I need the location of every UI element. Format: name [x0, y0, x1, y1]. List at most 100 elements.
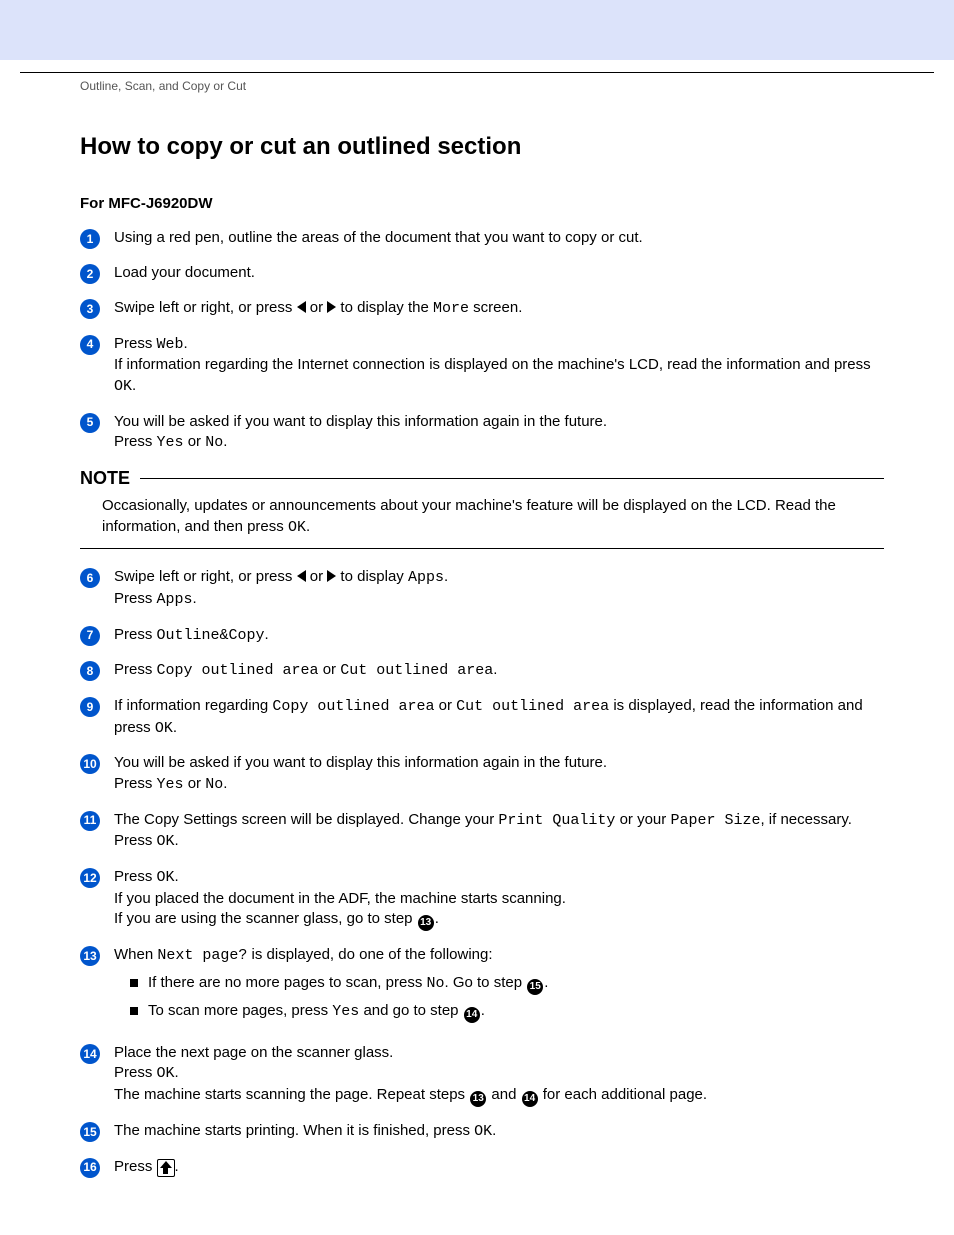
- text-run: Press: [114, 590, 157, 607]
- note-body: Occasionally, updates or announcements a…: [80, 495, 884, 549]
- text-run: Press: [114, 775, 157, 792]
- text-run: or: [184, 775, 206, 792]
- text-run: . Go to step: [445, 974, 527, 991]
- mono-text: Copy outlined area: [272, 698, 434, 715]
- step-badge: 11: [80, 811, 100, 831]
- note-text-post: .: [306, 518, 310, 535]
- triangle-left-icon: [297, 301, 306, 313]
- mono-text: Outline&Copy: [157, 627, 265, 644]
- mono-text: OK: [157, 869, 175, 886]
- text-run: or: [319, 661, 341, 678]
- text-run: .: [175, 1158, 179, 1175]
- note-block: NOTE Occasionally, updates or announceme…: [80, 468, 884, 549]
- note-rule: [140, 478, 884, 479]
- step: 14 Place the next page on the scanner gla…: [80, 1043, 884, 1107]
- step-body: Using a red pen, outline the areas of th…: [114, 228, 884, 249]
- text-run: for each additional page.: [539, 1086, 707, 1103]
- step: 9If information regarding Copy outlined …: [80, 696, 884, 739]
- step-badge: 1: [80, 229, 100, 249]
- step: 7Press Outline&Copy.: [80, 625, 884, 647]
- text-run: is displayed, do one of the following:: [247, 946, 492, 963]
- step-badge: 8: [80, 661, 100, 681]
- step-badge: 6: [80, 568, 100, 588]
- step-ref-badge: 14: [522, 1091, 538, 1107]
- square-bullet-icon: [130, 979, 138, 987]
- sub-item: To scan more pages, press Yes and go to …: [130, 1001, 884, 1023]
- text-run: Swipe left or right, or press: [114, 568, 297, 585]
- text-run: .: [175, 868, 179, 885]
- text-run: .: [435, 910, 439, 927]
- text-run: You will be asked if you want to display…: [114, 413, 607, 430]
- text-run: If information regarding: [114, 697, 272, 714]
- text-run: Press: [114, 832, 157, 849]
- triangle-left-icon: [297, 570, 306, 582]
- text-run: Using a red pen, outline the areas of th…: [114, 229, 643, 246]
- step: 6 Swipe left or right, or press or to dis…: [80, 567, 884, 610]
- step-body: Load your document.: [114, 263, 884, 284]
- note-text-mono: OK: [288, 519, 306, 536]
- home-icon: [157, 1159, 175, 1177]
- text-run: If you placed the document in the ADF, t…: [114, 890, 566, 907]
- text-run: The machine starts printing. When it is …: [114, 1122, 474, 1139]
- text-run: or: [434, 697, 456, 714]
- text-run: Press: [114, 335, 157, 352]
- text-run: The machine starts scanning the page. Re…: [114, 1086, 469, 1103]
- step-badge: 12: [80, 868, 100, 888]
- step-ref-badge: 15: [527, 979, 543, 995]
- step: 4Press Web.If information regarding the …: [80, 334, 884, 398]
- step-badge: 5: [80, 413, 100, 433]
- step-badge: 2: [80, 264, 100, 284]
- step-badge: 4: [80, 335, 100, 355]
- text-run: Load your document.: [114, 264, 255, 281]
- step-badge: 13: [80, 946, 100, 966]
- step-body: Swipe left or right, or press or to disp…: [114, 298, 884, 320]
- step: 3 Swipe left or right, or press or to dis…: [80, 298, 884, 320]
- text-run: Place the next page on the scanner glass…: [114, 1044, 393, 1061]
- text-run: Press: [114, 1064, 157, 1081]
- step: 13When Next page? is displayed, do one o…: [80, 945, 884, 1029]
- mono-text: More: [433, 300, 469, 317]
- step: 11The Copy Settings screen will be displ…: [80, 810, 884, 853]
- text-run: Press: [114, 626, 157, 643]
- mono-text: OK: [114, 378, 132, 395]
- mono-text: Copy outlined area: [157, 662, 319, 679]
- text-run: .: [223, 433, 227, 450]
- step-badge: 10: [80, 754, 100, 774]
- step-ref-badge: 13: [470, 1091, 486, 1107]
- page-title: How to copy or cut an outlined section: [80, 133, 884, 161]
- step: 16Press .: [80, 1157, 884, 1178]
- step-badge: 3: [80, 299, 100, 319]
- step: 2 Load your document.: [80, 263, 884, 284]
- step-body: Press Copy outlined area or Cut outlined…: [114, 660, 884, 682]
- step: 15The machine starts printing. When it i…: [80, 1121, 884, 1143]
- top-rule: [20, 72, 934, 73]
- text-run: .: [175, 832, 179, 849]
- text-run: To scan more pages, press: [148, 1002, 332, 1019]
- mono-text: OK: [157, 1065, 175, 1082]
- text-run: or: [306, 568, 328, 585]
- text-run: .: [175, 1064, 179, 1081]
- step-body: Press OK.If you placed the document in t…: [114, 867, 884, 931]
- mono-text: OK: [474, 1123, 492, 1140]
- step: 5 You will be asked if you want to displa…: [80, 412, 884, 454]
- note-text-pre: Occasionally, updates or announcements a…: [102, 497, 836, 535]
- text-run: or: [184, 433, 206, 450]
- step-body: You will be asked if you want to display…: [114, 753, 884, 795]
- text-run: Press: [114, 1158, 157, 1175]
- running-head: Outline, Scan, and Copy or Cut: [80, 79, 884, 93]
- model-subhead: For MFC-J6920DW: [80, 195, 884, 212]
- step-badge: 7: [80, 626, 100, 646]
- step: 10 You will be asked if you want to displ…: [80, 753, 884, 795]
- mono-text: OK: [155, 720, 173, 737]
- text-run: or your: [615, 811, 670, 828]
- text-run: .: [492, 1122, 496, 1139]
- text-run: .: [493, 661, 497, 678]
- mono-text: Web: [157, 336, 184, 353]
- sub-item: If there are no more pages to scan, pres…: [130, 973, 884, 995]
- mono-text: Apps: [157, 591, 193, 608]
- text-run: .: [184, 335, 188, 352]
- step-body: Swipe left or right, or press or to disp…: [114, 567, 884, 610]
- text-run: You will be asked if you want to display…: [114, 754, 607, 771]
- step: 8 Press Copy outlined area or Cut outline…: [80, 660, 884, 682]
- mono-text: Yes: [157, 434, 184, 451]
